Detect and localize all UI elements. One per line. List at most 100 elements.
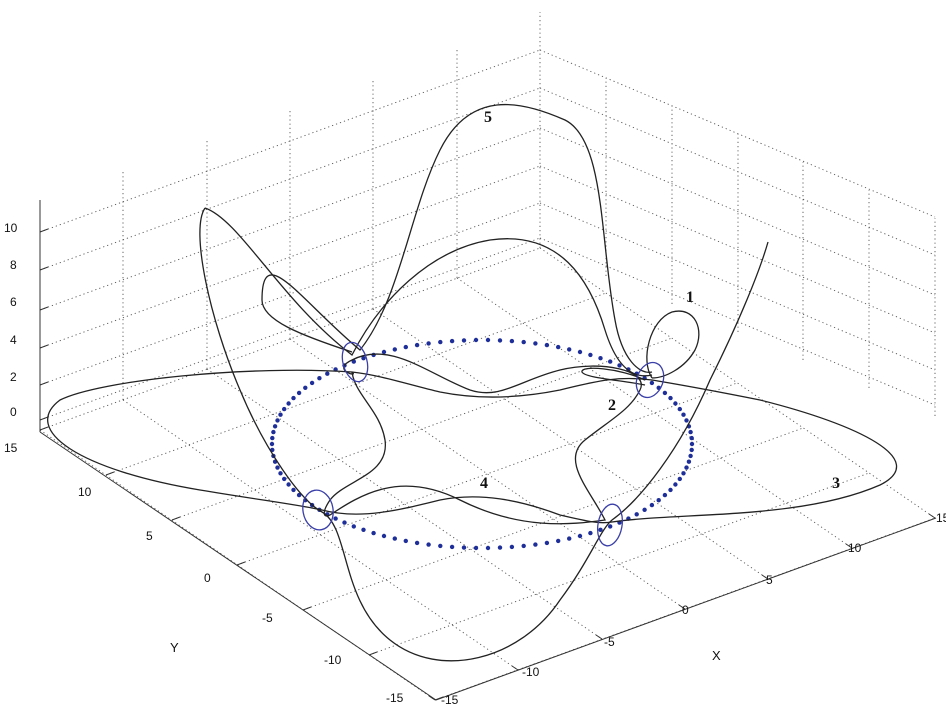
circle-dot [577,533,583,539]
circle-dot [392,347,397,352]
circle-dot [677,406,682,412]
circle-dot [461,545,467,550]
loop-marker [302,489,334,531]
circle-dot [677,476,682,482]
z-tick-labels: 0 2 4 6 8 10 [4,221,18,419]
circle-dot [686,459,692,464]
z-tick-label: 10 [4,221,18,235]
circle-dot [544,540,550,546]
circle-dot [309,380,315,386]
loop-marker [635,361,665,399]
circle-dot [608,524,613,529]
y-tick-label: 15 [4,441,18,455]
y-tick-label: 10 [78,485,92,499]
circle-dot [662,492,668,498]
grid-layer [39,12,936,701]
curve-label-5: 5 [484,109,492,126]
circle-dot [333,516,338,521]
circle-dot [673,401,678,406]
y-tick-label: 5 [146,529,153,543]
circle-dot [473,545,479,551]
intersection-loops [302,341,665,547]
curve-2 [581,367,646,386]
curve-left-peak [199,207,769,662]
circle-dot [688,453,693,459]
circle-dot [684,465,689,470]
circle-dot [296,390,302,396]
circle-dot [688,429,693,435]
circle-dot [449,338,455,344]
circle-dot [392,536,397,541]
curve-label-2: 2 [608,397,616,414]
circle-dot [278,471,283,476]
circle-dot [598,356,603,361]
circle-dot [681,471,686,476]
circle-dot [269,441,275,447]
circle-dot [282,406,287,412]
circle-dot [509,544,515,550]
z-tick-label: 0 [10,405,17,419]
curve-left-arc [204,207,653,377]
circle-dot [649,502,655,508]
loop-marker [341,341,369,383]
circle-dot [291,395,296,401]
z-tick-label: 8 [10,258,17,272]
curve-labels: 1 2 3 4 5 [480,109,840,492]
circle-dot [533,542,538,547]
circle-dot [296,492,302,498]
circle-dot [556,344,561,350]
circle-dot [649,380,655,386]
circle-dot [275,465,280,470]
circle-dot [286,401,291,406]
circle-dot [656,498,661,503]
circle-dot [291,487,296,493]
circle-dot [556,538,561,544]
circle-dot [325,371,330,376]
y-tick-label: -10 [324,653,342,667]
x-axis-label: X [712,648,721,663]
circle-dot [634,512,639,517]
circle-dot [588,352,593,358]
circle-dot [509,338,515,344]
circle-dot [473,337,479,343]
circle-dot [598,527,603,532]
circle-dot [461,338,467,343]
curve-3 [47,369,898,524]
curve-5 [261,103,653,373]
circle-dot [272,424,278,429]
circle-dot [303,385,308,390]
circle-dot [577,349,583,355]
circle-dot [689,435,694,441]
circle-dot [426,341,431,346]
circle-dot [673,482,678,487]
circle-dot [521,339,526,345]
circle-dot [684,418,689,423]
x-tick-label: 15 [936,511,946,525]
circle-dot [381,533,387,539]
x-tick-label: -5 [604,635,615,649]
x-tick-label: -15 [441,693,459,706]
circle-dot [668,395,673,401]
circle-dot [608,359,613,364]
y-axis-line [39,431,437,701]
circle-dot [438,339,443,345]
x-tick-label: 0 [682,603,689,617]
circle-dot [371,530,376,536]
circle-dot [403,538,408,544]
curve-1 [646,310,700,379]
circle-dot [371,352,376,358]
circle-dot [485,337,491,343]
circle-dot [689,447,694,453]
circle-dot [544,342,550,348]
z-tick-label: 6 [10,295,17,309]
x-tick-label: 10 [848,541,862,555]
x-tick-labels: -15 -10 -5 0 5 10 15 [441,511,946,706]
x-tick-label: 5 [766,573,773,587]
y-tick-label: 0 [204,571,211,585]
circle-dot [414,342,420,348]
circle-dot [681,412,686,417]
z-tick-label: 2 [10,370,17,384]
circle-dot [414,540,420,546]
circle-dot [342,520,347,525]
circle-dot [497,545,503,550]
